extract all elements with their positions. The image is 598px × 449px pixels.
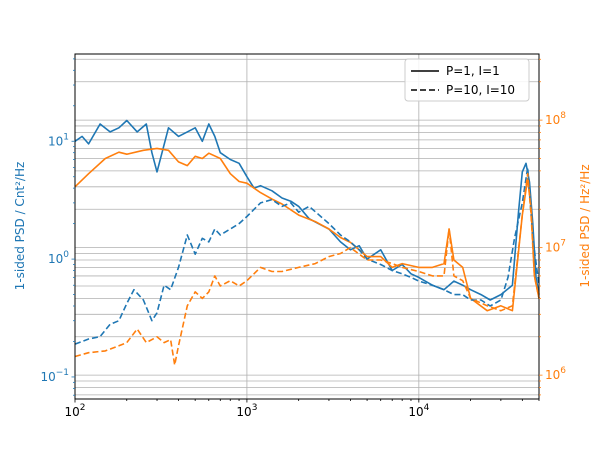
legend-entry-label: P=1, I=1 (446, 64, 500, 78)
left-y-tick-label-exp: 1 (63, 132, 69, 142)
left-y-tick-label-base: 10 (48, 252, 63, 266)
series-line-dashed-left (74, 166, 540, 345)
series-line-solid-left (74, 119, 540, 301)
legend: P=1, I=1 P=10, I=10 (404, 58, 530, 102)
right-y-tick-label-base: 10 (545, 113, 560, 127)
right-y-tick-label-base: 10 (545, 368, 560, 382)
series-line-dashed-right (74, 172, 540, 366)
x-tick-label: 104 (408, 403, 429, 419)
right-y-tick-label-base: 10 (545, 241, 560, 255)
left-y-tick-label: 10−1 (40, 368, 69, 384)
legend-box (404, 58, 530, 102)
right-y-tick-label-exp: 8 (560, 111, 566, 121)
left-y-tick-label-base: 10 (48, 134, 63, 148)
right-y-tick-label: 107 (545, 239, 566, 255)
x-tick-label: 103 (236, 403, 257, 419)
left-y-tick-label-exp: 0 (63, 250, 69, 260)
plot-frame (74, 53, 540, 400)
x-tick-label-exp: 3 (252, 403, 258, 413)
right-y-tick-label-exp: 6 (560, 366, 566, 376)
left-y-tick-label: 101 (48, 132, 69, 148)
left-y-tick-label-exp: −1 (56, 368, 69, 378)
legend-entry-label: P=10, I=10 (446, 83, 515, 97)
x-tick-label-base: 10 (64, 405, 79, 419)
x-tick-label-exp: 2 (80, 403, 86, 413)
x-axis: 102 103 104 (64, 399, 540, 419)
x-tick-label: 102 (64, 403, 85, 419)
x-tick-label-base: 10 (408, 405, 423, 419)
left-axis-label: 1-sided PSD / Cnt²/Hz (13, 162, 27, 291)
right-y-tick-label-exp: 7 (560, 239, 566, 249)
x-tick-label-base: 10 (236, 405, 251, 419)
series-line-solid-right (74, 147, 540, 312)
right-axis-label: 1-sided PSD / Hz²/Hz (578, 164, 592, 287)
right-y-tick-label: 108 (545, 111, 566, 127)
x-tick-label-exp: 4 (424, 403, 430, 413)
right-y-tick-label: 106 (545, 366, 566, 382)
left-y-tick-label: 100 (48, 250, 69, 266)
series-layer (74, 119, 540, 366)
left-y-tick-label-base: 10 (40, 370, 55, 384)
